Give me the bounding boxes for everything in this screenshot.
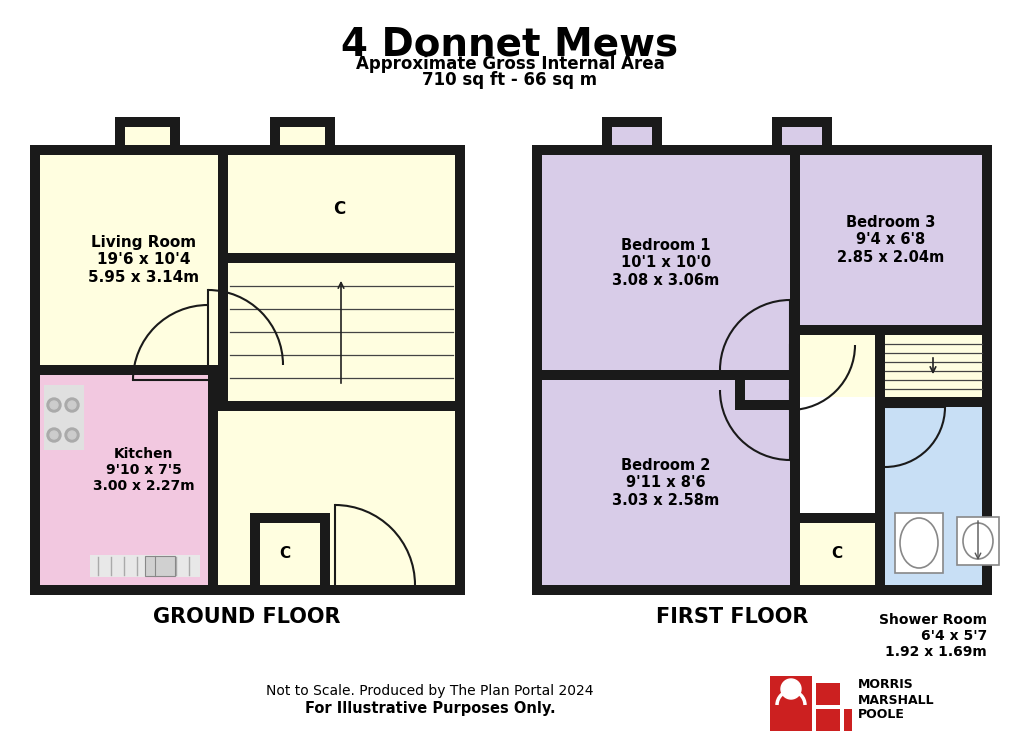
Circle shape xyxy=(781,679,800,699)
Bar xyxy=(325,127,334,155)
Bar xyxy=(218,401,454,411)
Bar xyxy=(44,385,84,450)
Bar xyxy=(790,155,799,585)
Text: Living Room
19'6 x 10'4
5.95 x 3.14m: Living Room 19'6 x 10'4 5.95 x 3.14m xyxy=(89,235,200,285)
Circle shape xyxy=(68,401,76,409)
Bar xyxy=(815,709,840,731)
Bar xyxy=(735,380,744,410)
Text: GROUND FLOOR: GROUND FLOOR xyxy=(153,607,340,627)
Bar xyxy=(30,145,465,155)
Bar xyxy=(280,127,325,145)
Bar xyxy=(541,155,790,370)
Text: Not to Scale. Produced by The Plan Portal 2024: Not to Scale. Produced by The Plan Porta… xyxy=(266,684,593,698)
Bar xyxy=(981,145,991,595)
Circle shape xyxy=(47,428,61,442)
Circle shape xyxy=(47,398,61,412)
Bar xyxy=(799,523,874,585)
Bar xyxy=(30,145,40,595)
Text: C: C xyxy=(830,547,842,562)
Bar xyxy=(218,253,454,263)
Bar xyxy=(874,335,884,397)
Bar xyxy=(250,513,260,585)
Bar xyxy=(790,325,981,335)
Bar xyxy=(115,127,125,155)
Text: Approximate Gross Internal Area: Approximate Gross Internal Area xyxy=(356,55,663,73)
Bar xyxy=(270,117,334,127)
Bar xyxy=(454,145,465,595)
Bar xyxy=(541,370,799,380)
Circle shape xyxy=(68,431,76,439)
Text: Bedroom 1
10'1 x 10'0
3.08 x 3.06m: Bedroom 1 10'1 x 10'0 3.08 x 3.06m xyxy=(611,238,719,288)
Text: 4 Donnet Mews: 4 Donnet Mews xyxy=(341,25,678,63)
Text: Bedroom 3
9'4 x 6'8
2.85 x 2.04m: Bedroom 3 9'4 x 6'8 2.85 x 2.04m xyxy=(837,215,944,265)
Bar xyxy=(874,397,884,585)
Bar xyxy=(115,117,179,127)
Bar xyxy=(611,127,651,145)
Bar xyxy=(771,127,821,145)
Bar xyxy=(250,513,320,523)
Circle shape xyxy=(65,428,78,442)
Bar xyxy=(874,513,884,585)
Bar xyxy=(601,127,651,145)
Bar xyxy=(815,683,840,705)
Bar xyxy=(170,127,179,155)
Bar xyxy=(40,155,454,585)
Bar xyxy=(541,380,790,585)
Bar xyxy=(320,513,330,585)
Text: MARSHALL: MARSHALL xyxy=(857,693,933,707)
Bar xyxy=(769,676,811,731)
Bar xyxy=(874,397,981,407)
Text: Bedroom 2
9'11 x 8'6
3.03 x 2.58m: Bedroom 2 9'11 x 8'6 3.03 x 2.58m xyxy=(611,458,719,508)
Bar xyxy=(532,145,541,595)
Bar xyxy=(799,513,874,523)
Bar xyxy=(270,127,280,155)
Bar xyxy=(601,127,611,155)
Text: For Illustrative Purposes Only.: For Illustrative Purposes Only. xyxy=(305,701,554,716)
Text: Kitchen
9'10 x 7'5
3.00 x 2.27m: Kitchen 9'10 x 7'5 3.00 x 2.27m xyxy=(93,447,195,493)
Text: POOLE: POOLE xyxy=(857,709,904,721)
Bar xyxy=(125,127,170,145)
Bar xyxy=(651,127,661,155)
Bar xyxy=(874,407,981,585)
Bar xyxy=(145,556,175,576)
Circle shape xyxy=(50,401,58,409)
Bar xyxy=(601,117,661,127)
Text: C: C xyxy=(279,547,290,562)
Bar xyxy=(782,127,821,145)
Bar xyxy=(218,155,228,263)
Bar xyxy=(40,365,218,375)
Text: Shower Room
6'4 x 5'7
1.92 x 1.69m: Shower Room 6'4 x 5'7 1.92 x 1.69m xyxy=(878,613,986,659)
Bar xyxy=(894,513,943,573)
Bar xyxy=(30,585,465,595)
Bar xyxy=(532,145,991,155)
Text: 710 sq ft - 66 sq m: 710 sq ft - 66 sq m xyxy=(422,71,597,89)
Bar xyxy=(40,375,208,585)
Text: FIRST FLOOR: FIRST FLOOR xyxy=(655,607,807,627)
Bar xyxy=(771,117,832,127)
Bar xyxy=(799,155,981,325)
Bar xyxy=(884,325,981,397)
Circle shape xyxy=(65,398,78,412)
Bar xyxy=(90,555,200,577)
Text: MORRIS: MORRIS xyxy=(857,678,913,692)
Bar xyxy=(270,127,325,145)
Bar xyxy=(956,517,998,565)
Bar xyxy=(843,709,851,731)
Bar xyxy=(532,585,991,595)
Bar xyxy=(799,325,981,397)
Bar xyxy=(771,127,782,155)
Bar xyxy=(821,127,832,155)
Circle shape xyxy=(50,431,58,439)
Bar xyxy=(218,263,228,411)
Bar xyxy=(208,365,218,585)
Text: C: C xyxy=(332,200,344,218)
Bar xyxy=(735,400,790,410)
Bar xyxy=(115,127,170,145)
